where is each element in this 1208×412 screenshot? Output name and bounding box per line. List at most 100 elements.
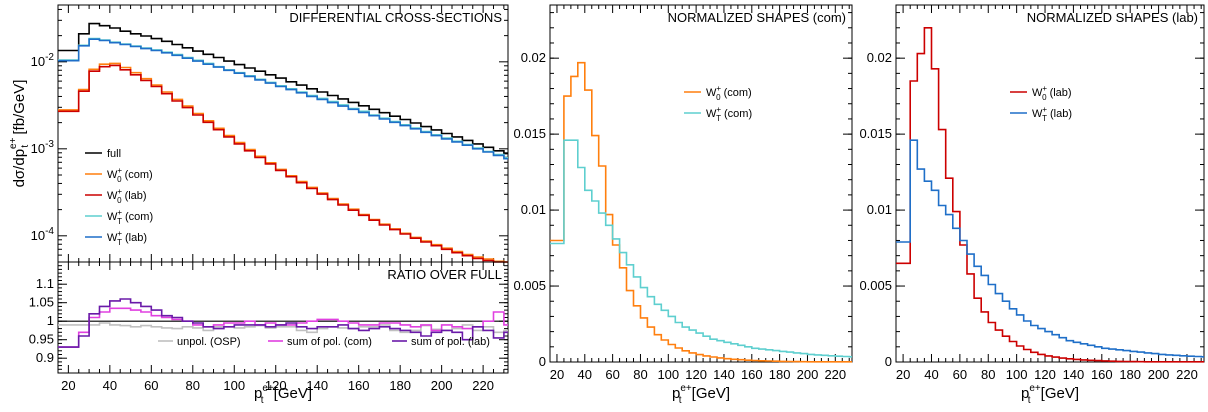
top-y-axis-label: dσ/dpe+t [fb/GeV] [8, 80, 31, 188]
top-x-axis [67, 5, 505, 262]
ratio-legend-label-sum-of-pol-com: sum of pol. (com) [287, 336, 372, 348]
right-xtick-label: 100 [1006, 367, 1028, 382]
ratio-legend-label-unpol-osp: unpol. (OSP) [177, 336, 241, 348]
ratio-xtick-label: 80 [186, 378, 200, 393]
ratio-x-axis: 20 40 60 80 100 120 140 160 180 200 220 [61, 262, 505, 393]
mid-series-wt-com [550, 139, 852, 358]
ratio-xtick-label: 20 [61, 378, 75, 393]
ratio-ytick-label: 0.9 [36, 350, 54, 365]
mid-ytick-label: 0.01 [521, 202, 546, 217]
ratio-legend: unpol. (OSP) sum of pol. (com) sum of pol.… [158, 336, 490, 348]
ratio-xtick-label: 160 [348, 378, 370, 393]
mid-series-group [550, 61, 852, 363]
right-xtick-label: 20 [896, 367, 910, 382]
mid-x-axis-label: pe+ t [GeV] [672, 383, 730, 406]
mid-ytick-label: 0.02 [521, 50, 546, 65]
right-legend: W+ 0 (lab) W+ T (lab) [1010, 84, 1072, 123]
ratio-series-sum-of-pol-com [58, 307, 508, 348]
mid-legend-label-w0-com: W+ 0 (com) [706, 84, 752, 102]
right-series-wt-lab [896, 139, 1204, 358]
top-ytick-label: 10-4 [31, 226, 55, 243]
top-y-axis: 10-4 10-3 10-2 [31, 8, 508, 263]
ratio-xtick-label: 100 [223, 378, 245, 393]
ratio-y-axis: 0.9 0.95 1 1.05 1.1 [29, 261, 508, 374]
mid-ytick-label: 0 [539, 354, 546, 369]
right-ytick-label: 0.02 [867, 50, 892, 65]
ratio-xtick-label: 200 [431, 378, 453, 393]
mid-ytick-label: 0.015 [513, 126, 546, 141]
top-series-w0-lab [58, 64, 508, 263]
top-title: DIFFERENTIAL CROSS-SECTIONS [289, 10, 502, 25]
right-xtick-label: 80 [981, 367, 995, 382]
top-legend-label-w0-com: W+ 0 (com) [107, 166, 153, 184]
mid-xtick-label: 160 [741, 367, 763, 382]
mid-xtick-label: 180 [769, 367, 791, 382]
top-legend-label-w0-lab: W+ 0 (lab) [107, 187, 147, 205]
mid-ytick-label: 0.005 [513, 278, 546, 293]
right-series-w0-lab [896, 27, 1204, 363]
ratio-xtick-label: 40 [103, 378, 117, 393]
right-ytick-label: 0.015 [859, 126, 892, 141]
mid-x-axis: 20 40 60 80 100 120 140 160 180 200 220 [550, 5, 850, 382]
mid-xtick-label: 40 [578, 367, 592, 382]
mid-xtick-label: 20 [550, 367, 564, 382]
ratio-series-sum-of-pol-lab [58, 298, 508, 348]
right-xtick-label: 160 [1091, 367, 1113, 382]
top-legend-label-full: full [107, 148, 121, 160]
right-xtick-label: 140 [1063, 367, 1085, 382]
top-series-w0-com [58, 62, 508, 263]
ratio-xtick-label: 140 [306, 378, 328, 393]
top-ytick-label: 10-2 [31, 52, 55, 69]
right-y-axis: 0 0.005 0.01 0.015 0.02 [859, 12, 1204, 369]
right-ytick-label: 0.01 [867, 202, 892, 217]
right-legend-label-wt-lab: W+ T (lab) [1032, 105, 1072, 123]
mid-title: NORMALIZED SHAPES (com) [668, 10, 846, 25]
ratio-xtick-label: 180 [389, 378, 411, 393]
right-xtick-label: 60 [953, 367, 967, 382]
mid-xtick-label: 100 [657, 367, 679, 382]
mid-series-w0-com [550, 61, 852, 363]
ratio-ytick-label: 1.1 [36, 276, 54, 291]
top-series-group [58, 22, 508, 263]
top-series-full [58, 22, 508, 155]
right-ytick-label: 0.005 [859, 278, 892, 293]
top-ytick-label: 10-3 [31, 139, 55, 156]
mid-panel-frame [549, 4, 853, 363]
ratio-legend-label-sum-of-pol-lab: sum of pol. (lab) [411, 336, 490, 348]
right-panel-frame [895, 4, 1205, 363]
top-legend-label-wt-lab: W+ T (lab) [107, 229, 147, 247]
left-x-axis-label: pe+ t [GeV] [254, 383, 312, 406]
mid-xtick-label: 220 [824, 367, 846, 382]
top-series-wt-com [58, 37, 508, 159]
mid-xtick-label: 60 [605, 367, 619, 382]
mid-xtick-label: 140 [713, 367, 735, 382]
top-legend: full W+ 0 (com) W+ 0 (lab) W+ T (com) W+ T (lab) [85, 148, 153, 247]
ratio-ytick-label: 0.95 [29, 332, 54, 347]
ratio-ytick-label: 1 [47, 313, 54, 328]
ratio-xtick-label: 220 [472, 378, 494, 393]
right-x-axis-label: pe+ t [GeV] [1021, 383, 1079, 406]
right-xtick-label: 40 [924, 367, 938, 382]
top-series-wt-lab [58, 38, 508, 160]
right-xtick-label: 120 [1034, 367, 1056, 382]
right-legend-label-w0-lab: W+ 0 (lab) [1032, 84, 1072, 102]
top-legend-label-wt-com: W+ T (com) [107, 208, 153, 226]
right-ytick-label: 0 [885, 354, 892, 369]
right-xtick-label: 220 [1176, 367, 1198, 382]
mid-legend-label-wt-com: W+ T (com) [706, 105, 752, 123]
right-series-group [896, 27, 1204, 363]
mid-xtick-label: 120 [685, 367, 707, 382]
ratio-xtick-label: 120 [265, 378, 287, 393]
right-x-axis: 20 40 60 80 100 120 140 160 180 200 220 [896, 5, 1202, 382]
ratio-ytick-label: 1.05 [29, 295, 54, 310]
mid-legend: W+ 0 (com) W+ T (com) [684, 84, 752, 123]
ratio-title: RATIO OVER FULL [387, 267, 502, 282]
right-xtick-label: 200 [1148, 367, 1170, 382]
mid-xtick-label: 80 [633, 367, 647, 382]
mid-xtick-label: 200 [797, 367, 819, 382]
right-xtick-label: 180 [1119, 367, 1141, 382]
ratio-xtick-label: 60 [144, 378, 158, 393]
right-title: NORMALIZED SHAPES (lab) [1027, 10, 1198, 25]
ratio-series-group [58, 298, 508, 348]
